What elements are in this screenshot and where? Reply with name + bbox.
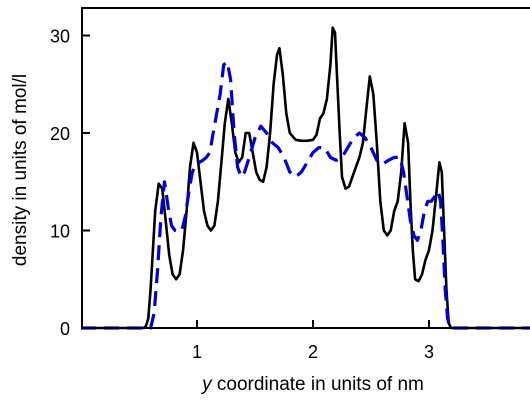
y-tick-label: 20 — [50, 124, 70, 144]
y-tick-label: 10 — [50, 222, 70, 242]
x-axis-label-text: coordinate in units of nm — [212, 374, 424, 395]
y-axis-ticks: 0 10 20 30 — [50, 27, 90, 339]
x-tick-label: 3 — [424, 342, 434, 362]
y-tick-label: 0 — [60, 319, 70, 339]
series-line-solid-black — [81, 26, 530, 330]
series-layer — [81, 26, 530, 330]
x-tick-label: 1 — [192, 342, 202, 362]
x-axis-ticks: 1 2 3 — [192, 320, 434, 362]
x-axis-label: y coordinate in units of nm — [200, 374, 424, 395]
x-tick-label: 2 — [308, 342, 318, 362]
y-axis-label: density in units of mol/l — [10, 74, 31, 266]
series-line-dashed-blue — [81, 60, 530, 330]
y-tick-label: 30 — [50, 27, 70, 47]
x-axis-label-variable: y — [200, 374, 213, 395]
plot-frame — [81, 7, 530, 329]
